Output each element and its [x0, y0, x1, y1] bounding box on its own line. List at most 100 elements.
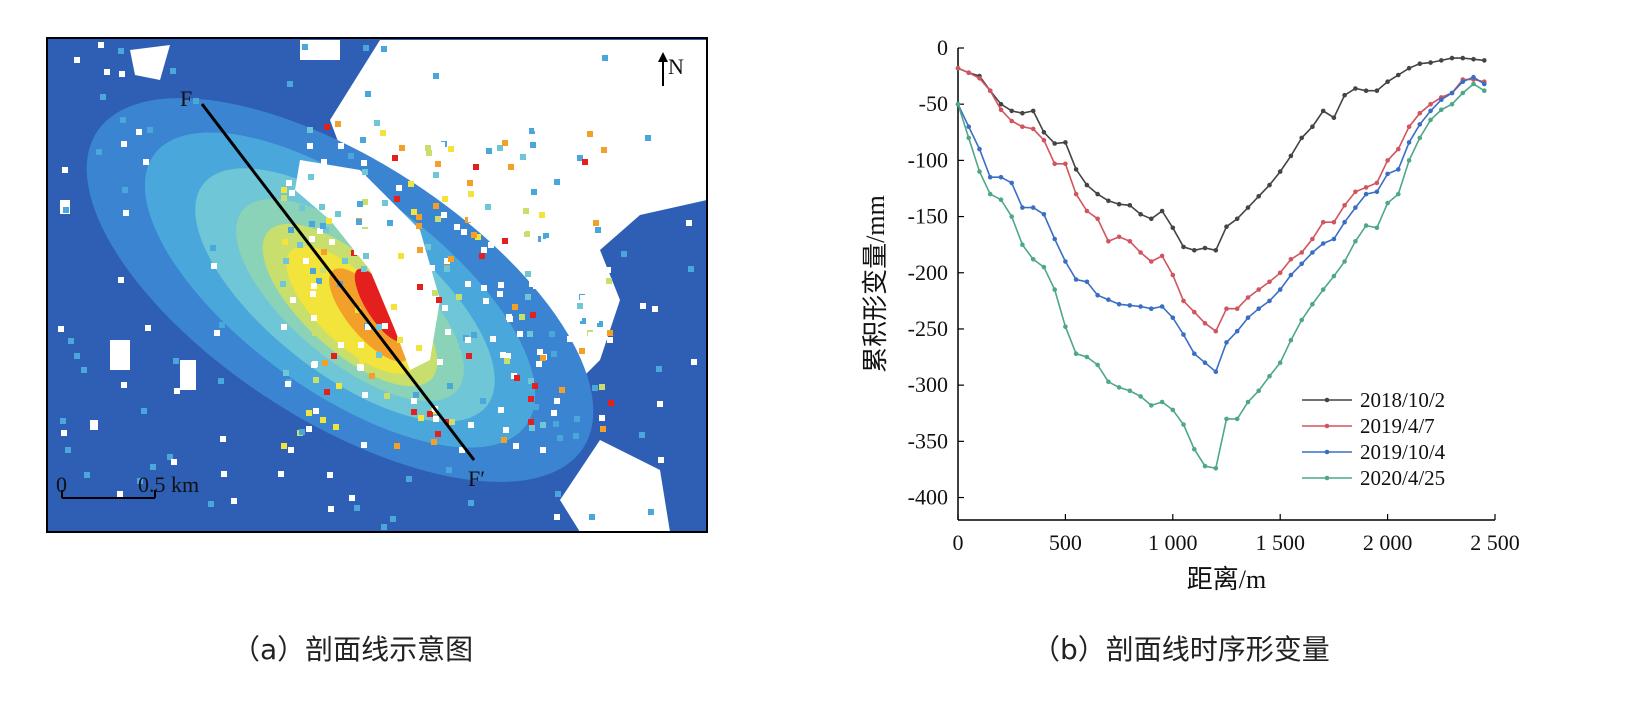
speckle-pixel	[580, 318, 586, 324]
speckle-pixel	[546, 238, 552, 244]
data-point	[1095, 292, 1100, 298]
speckle-pixel	[557, 435, 563, 441]
speckle-pixel	[528, 378, 534, 384]
speckle-pixel	[530, 312, 536, 318]
speckle-pixel	[342, 258, 348, 264]
data-point	[1439, 97, 1444, 102]
data-point	[1417, 122, 1423, 127]
speckle-pixel	[601, 147, 607, 153]
speckle-pixel	[81, 367, 87, 373]
speckle-pixel	[360, 137, 366, 143]
speckle-pixel	[475, 234, 481, 240]
speckle-pixel	[501, 437, 507, 443]
data-point	[1374, 189, 1380, 195]
data-point	[1030, 126, 1036, 132]
speckle-pixel	[398, 253, 404, 259]
data-point	[1095, 216, 1100, 222]
speckle-pixel	[117, 491, 123, 497]
speckle-pixel	[394, 443, 400, 449]
speckle-pixel	[524, 231, 530, 237]
data-point	[1363, 223, 1369, 228]
speckle-pixel	[211, 263, 217, 269]
speckle-pixel	[374, 120, 380, 126]
speckle-pixel	[468, 422, 474, 428]
data-point	[1471, 81, 1476, 87]
speckle-pixel	[465, 281, 471, 287]
data-point	[1202, 245, 1208, 251]
speckle-pixel	[549, 331, 555, 337]
data-point	[1460, 79, 1466, 84]
data-point	[1288, 272, 1294, 278]
data-point	[1106, 297, 1111, 303]
speckle-pixel	[316, 278, 322, 284]
speckle-pixel	[597, 290, 603, 296]
speckle-pixel	[231, 498, 237, 504]
speckle-pixel	[437, 359, 443, 365]
speckle-pixel	[302, 44, 308, 50]
data-point	[1267, 279, 1272, 285]
data-point	[1256, 388, 1261, 394]
speckle-pixel	[459, 343, 465, 349]
speckle-pixel	[539, 212, 545, 218]
speckle-pixel	[299, 429, 305, 435]
data-point	[1138, 212, 1143, 217]
speckle-pixel	[520, 154, 526, 160]
data-point	[1267, 182, 1272, 188]
speckle-pixel	[523, 208, 529, 214]
speckle-pixel	[281, 195, 287, 201]
speckle-pixel	[362, 221, 368, 227]
speckle-pixel	[431, 439, 437, 445]
series-4	[955, 81, 1487, 471]
data-point	[1288, 257, 1294, 262]
x-tick-label: 0	[953, 530, 964, 555]
speckle-pixel	[582, 159, 588, 165]
speckle-pixel	[480, 398, 486, 404]
caption-b: （b）剖面线时序形变量	[1032, 633, 1330, 666]
speckle-pixel	[502, 140, 508, 146]
data-point	[1181, 298, 1186, 304]
speckle-pixel	[335, 211, 341, 217]
data-point	[1460, 55, 1466, 61]
speckle-pixel	[349, 495, 355, 501]
speckle-pixel	[354, 505, 360, 511]
series-line	[957, 76, 1485, 374]
data-point	[1256, 306, 1261, 312]
speckle-pixel	[465, 337, 471, 343]
data-point	[1030, 205, 1036, 210]
speckle-pixel	[281, 324, 287, 330]
speckle-pixel	[309, 221, 315, 227]
speckle-pixel	[336, 383, 342, 389]
data-point	[1116, 201, 1122, 207]
speckle-pixel	[417, 247, 423, 253]
y-tick-label: -100	[908, 147, 948, 172]
speckle-pixel	[577, 303, 583, 309]
data-point	[1417, 61, 1423, 66]
speckle-pixel	[504, 358, 510, 364]
scale-zero: 0	[56, 472, 67, 497]
speckle-pixel	[606, 486, 612, 492]
speckle-pixels	[58, 42, 697, 530]
data-point	[1020, 242, 1025, 247]
speckle-pixel	[588, 332, 594, 338]
data-point	[1353, 205, 1358, 210]
speckle-pixel	[74, 353, 80, 359]
data-point	[1342, 219, 1347, 225]
speckle-pixel	[307, 143, 313, 149]
speckle-pixel	[553, 421, 559, 427]
caption-a: （a）剖面线示意图	[232, 633, 474, 666]
speckle-pixel	[338, 143, 344, 149]
data-point	[998, 174, 1004, 180]
data-point	[1374, 88, 1380, 93]
speckle-pixel	[500, 352, 506, 358]
speckle-pixel	[551, 410, 557, 416]
data-point	[1482, 58, 1487, 63]
speckle-pixel	[554, 179, 560, 185]
speckle-pixel	[283, 370, 289, 376]
speckle-pixel	[359, 358, 365, 364]
speckle-pixel	[313, 408, 319, 414]
speckle-pixel	[606, 278, 612, 284]
data-point	[1202, 360, 1208, 366]
data-point	[1471, 56, 1476, 62]
speckle-pixel	[118, 277, 124, 283]
speckle-pixel	[572, 275, 578, 281]
